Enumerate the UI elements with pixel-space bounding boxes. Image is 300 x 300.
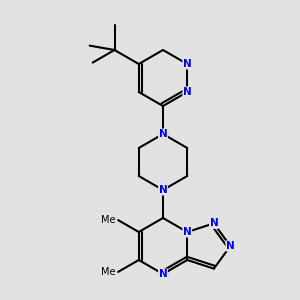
Text: N: N bbox=[209, 218, 218, 228]
Text: N: N bbox=[183, 227, 192, 237]
Text: N: N bbox=[226, 241, 235, 251]
Text: Me: Me bbox=[100, 267, 115, 277]
Text: N: N bbox=[159, 129, 167, 139]
Text: Me: Me bbox=[100, 215, 115, 225]
Text: N: N bbox=[159, 269, 167, 279]
Text: N: N bbox=[183, 87, 192, 97]
Text: N: N bbox=[159, 185, 167, 195]
Text: N: N bbox=[183, 59, 192, 69]
